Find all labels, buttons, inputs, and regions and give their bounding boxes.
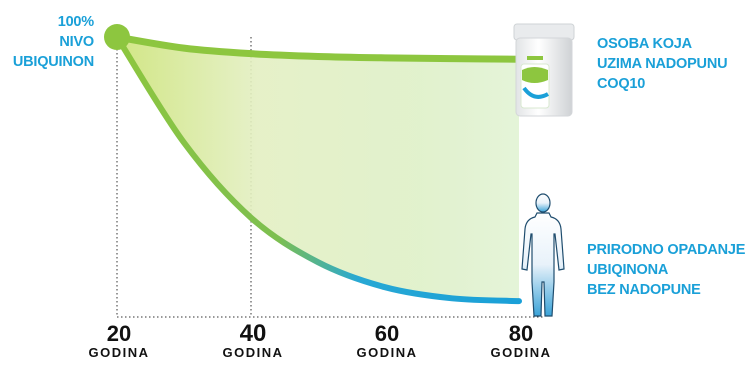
- series-label-line: BEZ NADOPUNE: [587, 282, 701, 298]
- series-label-line: COQ10: [597, 76, 646, 92]
- x-tick-label: 80 GODINA: [466, 323, 576, 361]
- series-line-coq10: [113, 33, 523, 63]
- start-point: [104, 24, 130, 50]
- tick-value: 60: [374, 321, 400, 346]
- series-label-line: UZIMA NADOPUNU: [597, 56, 728, 72]
- series-label-line: OSOBA KOJA: [597, 36, 692, 52]
- series-label-line: PRIRODNO OPADANJE: [587, 242, 745, 258]
- tick-unit: GODINA: [222, 345, 284, 360]
- tick-value: 20: [106, 321, 132, 346]
- supplement-jar-icon: [513, 23, 575, 117]
- tick-value: 40: [239, 320, 267, 347]
- series-label-natural-decline: PRIRODNO OPADANJE UBIQINONA BEZ NADOPUNE: [587, 240, 745, 300]
- human-figure-icon: [521, 193, 565, 317]
- tick-unit: GODINA: [490, 345, 552, 360]
- area-between-series: [117, 37, 519, 302]
- series-label-coq10: OSOBA KOJA UZIMA NADOPUNU COQ10: [597, 34, 728, 94]
- tick-unit: GODINA: [88, 345, 150, 360]
- start-level-label: 100% NIVO UBIQUINON: [8, 12, 94, 72]
- start-label-line: 100%: [57, 14, 94, 30]
- tick-unit: GODINA: [356, 345, 418, 360]
- tick-value: 80: [508, 321, 534, 346]
- x-tick-label: 40 GODINA: [198, 320, 308, 361]
- x-tick-label: 60 GODINA: [332, 323, 442, 361]
- x-tick-label: 20 GODINA: [64, 323, 174, 361]
- series-label-line: UBIQINONA: [587, 262, 669, 278]
- series-line-natural-decline: [114, 34, 522, 305]
- start-label-line: UBIQUINON: [12, 54, 94, 70]
- start-label-line: NIVO: [59, 34, 94, 50]
